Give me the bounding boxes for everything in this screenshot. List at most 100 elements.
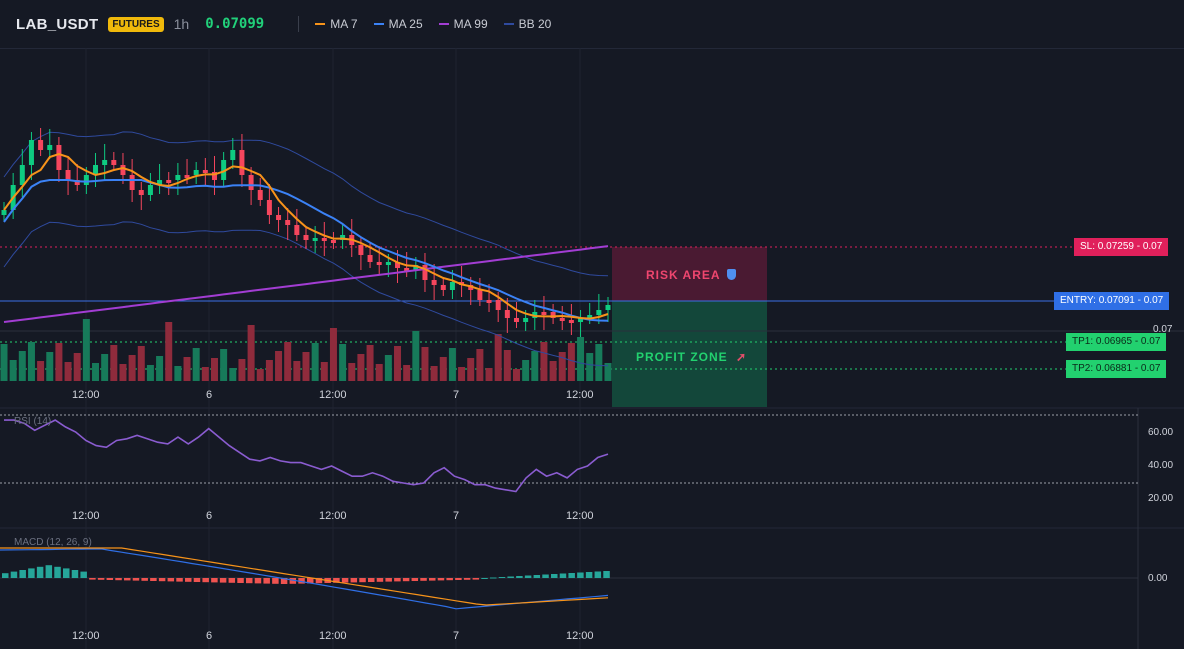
macd-histogram-bar <box>228 578 236 583</box>
time-axis-label: 6 <box>206 510 213 522</box>
candle-body <box>230 150 236 160</box>
volume-bar <box>174 366 182 381</box>
candle-body <box>367 255 373 262</box>
candle-body <box>431 280 437 285</box>
volume-bar <box>494 334 502 381</box>
macd-histogram-bar <box>568 573 575 578</box>
macd-histogram-bar <box>280 578 288 584</box>
macd-histogram-bar <box>498 577 506 578</box>
volume-bar <box>247 325 255 381</box>
macd-histogram-bar <box>559 573 567 578</box>
candle-body <box>93 165 99 175</box>
macd-histogram-bar <box>202 578 209 583</box>
candle-body <box>193 170 199 175</box>
candle-body <box>312 238 318 241</box>
candle-body <box>523 318 529 322</box>
macd-histogram-bar <box>429 578 436 581</box>
candle-body <box>330 240 336 243</box>
macd-histogram-bar <box>10 571 18 578</box>
macd-histogram-bar <box>254 578 262 584</box>
legend-ma7-label: MA 7 <box>330 17 358 31</box>
volume-bar <box>201 367 209 381</box>
ma25-line <box>3 179 609 322</box>
volume-bar <box>439 357 447 381</box>
volume-bar <box>82 319 90 381</box>
macd-histogram-bar <box>193 578 201 582</box>
legend-ma99-label: MA 99 <box>453 17 488 31</box>
volume-bar <box>403 365 411 381</box>
ma7-line <box>3 152 609 320</box>
candle-body <box>303 235 309 240</box>
candle-body <box>102 160 108 165</box>
volume-bar <box>101 354 109 381</box>
candle-body <box>111 160 117 165</box>
volume-bar <box>375 364 383 381</box>
header-divider <box>298 16 300 32</box>
macd-histogram-bar <box>524 575 532 578</box>
volume-bar <box>37 361 45 381</box>
chart-header: LAB_USDT FUTURES 1h 0.07099 MA 7 MA 25 M… <box>0 0 1184 49</box>
volume-bar <box>275 351 283 381</box>
macd-histogram-bar <box>36 566 44 578</box>
volume-bar <box>339 344 347 381</box>
macd-histogram-bar <box>420 578 427 581</box>
candle-body <box>449 282 455 290</box>
macd-histogram-bar <box>45 565 53 578</box>
legend-ma25[interactable]: MA 25 <box>373 17 423 31</box>
macd-histogram-bar <box>158 578 166 582</box>
macd-histogram-bar <box>490 577 497 579</box>
candle-body <box>395 262 401 268</box>
volume-bars <box>0 319 612 381</box>
volume-bar <box>302 352 310 381</box>
macd-histogram-bar <box>71 570 79 578</box>
macd-histogram-bar <box>106 578 114 580</box>
last-price: 0.07099 <box>205 16 265 32</box>
volume-bar <box>192 348 200 381</box>
volume-bar <box>156 356 164 381</box>
volume-bar <box>119 364 127 381</box>
candle-body <box>129 175 135 190</box>
macd-histogram-bar <box>19 570 26 578</box>
time-axis-label: 12:00 <box>566 389 594 401</box>
macd-histogram-bar <box>132 578 140 581</box>
risk-area-label: RISK AREA <box>646 268 737 282</box>
candle-body <box>550 312 556 318</box>
candle-body <box>175 175 181 180</box>
symbol-name[interactable]: LAB_USDT <box>16 15 99 33</box>
macd-histogram-bar <box>594 571 602 578</box>
legend-bb20[interactable]: BB 20 <box>503 17 552 31</box>
volume-bar <box>128 355 136 381</box>
candle-body <box>605 305 611 310</box>
legend-ma99[interactable]: MA 99 <box>438 17 488 31</box>
rocket-icon: ➚ <box>736 350 748 364</box>
volume-bar <box>348 363 356 381</box>
macd-label: MACD (12, 26, 9) <box>14 537 92 548</box>
volume-bar <box>9 360 17 381</box>
entry-price-tag: ENTRY: 0.07091 - 0.07 <box>1054 292 1170 310</box>
candle-body <box>376 262 382 265</box>
candle-body <box>221 160 227 180</box>
candle-body <box>413 265 419 270</box>
legend-ma7[interactable]: MA 7 <box>315 17 358 31</box>
macd-histogram-bar <box>289 578 297 584</box>
macd-histogram-bar <box>307 578 314 584</box>
volume-bar <box>229 368 237 381</box>
macd-histogram-bar <box>80 571 87 578</box>
futures-badge: FUTURES <box>108 16 164 32</box>
volume-bar <box>503 350 511 381</box>
volume-bar <box>476 349 484 381</box>
volume-bar <box>220 349 228 381</box>
legend-bb20-label: BB 20 <box>518 17 552 31</box>
volume-bar <box>595 344 603 381</box>
macd-histogram-bar <box>246 578 253 584</box>
candle-body <box>56 145 62 170</box>
volume-bar <box>448 348 456 381</box>
timeframe-label[interactable]: 1h <box>173 16 190 32</box>
macd-histogram-bar <box>350 578 358 583</box>
volume-bar <box>146 365 154 381</box>
macd-histogram <box>2 565 610 584</box>
candle-body <box>358 245 364 255</box>
macd-histogram-bar <box>542 574 549 578</box>
macd-histogram-bar <box>516 576 523 578</box>
